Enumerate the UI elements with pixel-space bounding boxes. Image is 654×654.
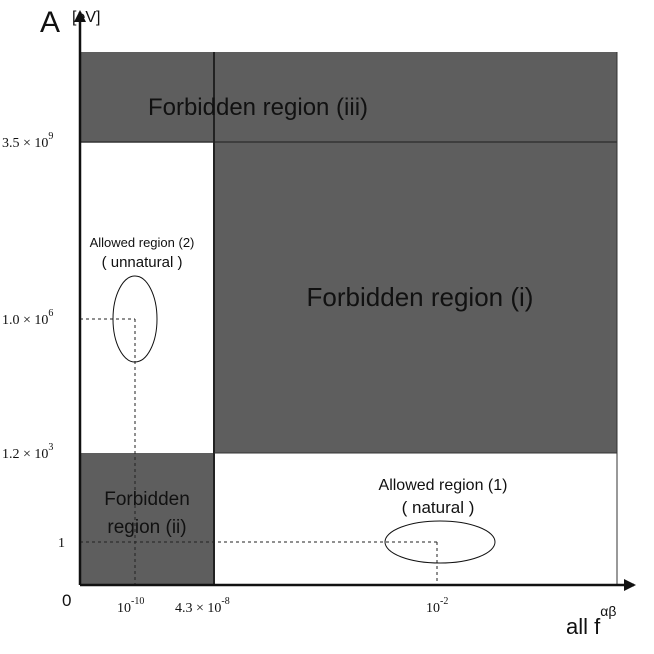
allowed-ellipse-1 xyxy=(384,520,496,564)
y-unit: [eV] xyxy=(72,9,100,26)
forbidden-region-ii xyxy=(80,453,214,585)
y-tick-label: 1.0 × 106 xyxy=(2,308,53,328)
region-label: ( unnatural ) xyxy=(102,254,183,271)
allowed-ellipse-2 xyxy=(112,275,158,363)
x-tick-label: 10-2 xyxy=(426,596,448,616)
region-label: Allowed region (2) xyxy=(90,235,195,250)
x-tick-label: 4.3 × 10-8 xyxy=(175,596,230,616)
region-label: region (ii) xyxy=(107,517,186,538)
y-title: A xyxy=(40,6,60,39)
y-tick-label: 3.5 × 109 xyxy=(2,131,53,151)
origin-label: 0 xyxy=(62,591,71,610)
y-tick-label: 1.2 × 103 xyxy=(2,442,53,462)
region-label: Allowed region (1) xyxy=(379,477,508,494)
region-label: Forbidden xyxy=(104,489,190,510)
guides xyxy=(80,318,438,585)
region-label: Forbidden region (iii) xyxy=(148,94,368,121)
forbidden-region-iii xyxy=(80,52,617,142)
y-tick-label: 1 xyxy=(58,536,65,551)
region-label: Forbidden region (i) xyxy=(307,282,534,312)
x-tick-label: 10-10 xyxy=(117,596,144,616)
region-label: ( natural ) xyxy=(402,498,475,517)
x-title: all fαβ xyxy=(566,603,616,639)
forbidden-region-i xyxy=(214,142,617,453)
